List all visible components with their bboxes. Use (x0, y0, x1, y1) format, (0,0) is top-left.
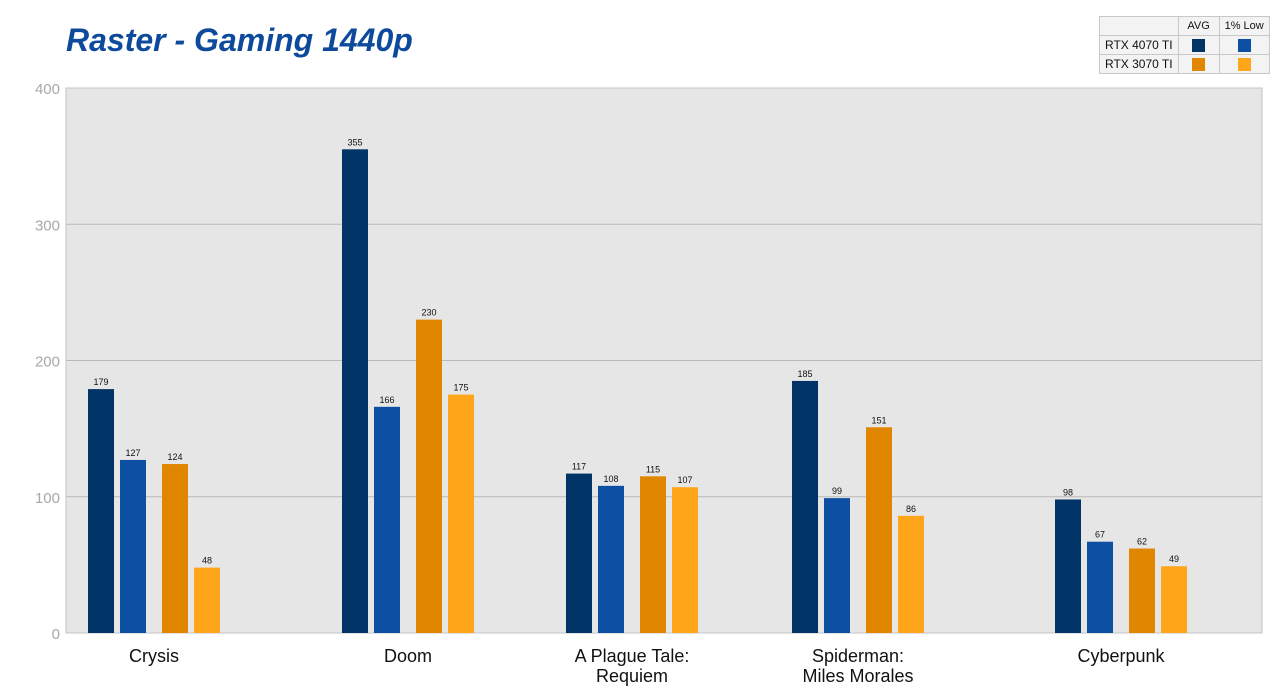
bar-value-label: 98 (1063, 487, 1073, 497)
legend-swatch (1237, 58, 1251, 72)
bar (1161, 566, 1187, 633)
bar (88, 389, 114, 633)
bar (162, 464, 188, 633)
bar-value-label: 185 (797, 369, 812, 379)
x-tick-label: Cyberpunk (1077, 646, 1165, 666)
legend-row: RTX 4070 TI (1099, 35, 1270, 55)
bar-value-label: 127 (125, 448, 140, 458)
bar-value-label: 175 (453, 383, 468, 393)
y-tick-label: 200 (35, 354, 60, 371)
bar (416, 319, 442, 633)
legend-swatch (1192, 58, 1206, 72)
bar (566, 473, 592, 633)
bar-value-label: 108 (603, 474, 618, 484)
bar (194, 567, 220, 633)
legend-swatch (1192, 39, 1206, 53)
bar (866, 427, 892, 633)
bar-value-label: 107 (677, 475, 692, 485)
bar (672, 487, 698, 633)
x-tick-label: Crysis (129, 646, 179, 666)
bar (1055, 499, 1081, 633)
x-tick-label: Miles Morales (802, 666, 913, 686)
legend-label: RTX 4070 TI (1099, 35, 1179, 55)
bar-value-label: 99 (832, 486, 842, 496)
y-tick-label: 0 (52, 626, 60, 643)
y-tick-label: 300 (35, 217, 60, 234)
legend-header-avg: AVG (1177, 16, 1220, 36)
y-tick-label: 100 (35, 490, 60, 507)
bar (640, 476, 666, 633)
bar (448, 394, 474, 633)
bar-value-label: 86 (906, 504, 916, 514)
y-tick-label: 400 (35, 81, 60, 98)
bars: 179 355 117 185 98 127 166 108 99 67 124 230 115 151 6… (88, 137, 1187, 633)
bar (598, 485, 624, 633)
x-tick-label: Doom (384, 646, 432, 666)
x-tick-label: A Plague Tale: (575, 646, 690, 666)
bar-value-label: 230 (421, 308, 436, 318)
bar (374, 406, 400, 633)
y-axis: 0 100 200 300 400 (35, 81, 60, 643)
x-tick-label: Spiderman: (812, 646, 904, 666)
legend-label: RTX 3070 TI (1099, 54, 1179, 74)
bar-value-label: 67 (1095, 530, 1105, 540)
legend-swatch (1237, 39, 1251, 53)
bar-value-label: 117 (572, 462, 586, 472)
bar-value-label: 49 (1169, 554, 1179, 564)
bar (898, 515, 924, 633)
x-axis: Crysis Doom A Plague Tale:Requiem Spiderman… (129, 646, 1166, 686)
legend-header-1pct-low: 1% Low (1218, 16, 1270, 36)
legend: AVG 1% Low RTX 4070 TI RTX 3070 TI (1099, 16, 1270, 74)
bar-value-label: 124 (167, 452, 182, 462)
bar-value-label: 355 (347, 137, 362, 147)
bar (120, 459, 146, 633)
chart-title: Raster - Gaming 1440p (66, 22, 413, 58)
bar-value-label: 48 (202, 556, 212, 566)
bar (1129, 548, 1155, 633)
bar-value-label: 62 (1137, 537, 1147, 547)
bar-value-label: 179 (93, 377, 108, 387)
bar-value-label: 166 (379, 395, 394, 405)
bar-value-label: 151 (871, 415, 886, 425)
legend-corner (1099, 16, 1179, 36)
bar (342, 149, 368, 633)
legend-row: RTX 3070 TI (1099, 54, 1270, 74)
bar (792, 380, 818, 633)
bar (824, 498, 850, 633)
x-tick-label: Requiem (596, 666, 668, 686)
bar-value-label: 115 (646, 464, 660, 474)
bar (1087, 541, 1113, 633)
